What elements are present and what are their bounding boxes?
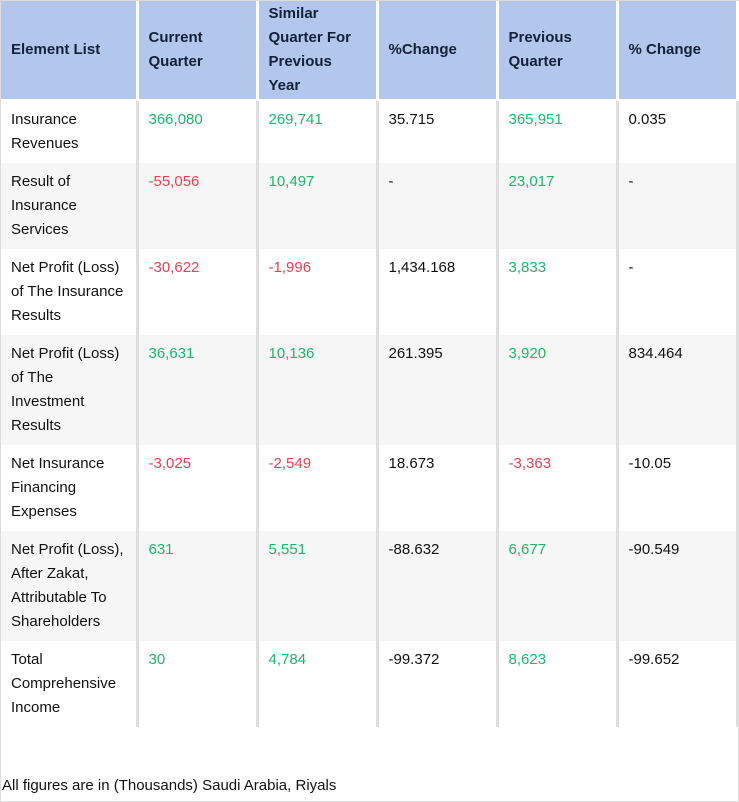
current-quarter-cell: 631 bbox=[135, 531, 259, 641]
current-quarter-cell: 36,631 bbox=[135, 335, 259, 445]
change-cell: -88.632 bbox=[375, 531, 499, 641]
change-cell: 261.395 bbox=[375, 335, 499, 445]
previous-quarter-cell: 3,920 bbox=[495, 335, 619, 445]
row-label: Result of Insurance Services bbox=[1, 163, 139, 249]
change-cell: 35.715 bbox=[375, 100, 499, 163]
header-similar-quarter: Similar Quarter For Previous Year bbox=[255, 1, 379, 101]
table-row: Net Profit (Loss) of The Insurance Resul… bbox=[1, 249, 739, 335]
header-row: Element List Current Quarter Similar Qua… bbox=[1, 1, 739, 101]
previous-quarter-cell: 3,833 bbox=[495, 249, 619, 335]
previous-quarter-cell: 6,677 bbox=[495, 531, 619, 641]
previous-quarter-cell: 365,951 bbox=[495, 100, 619, 163]
header-current-quarter: Current Quarter bbox=[135, 1, 259, 101]
header-change: %Change bbox=[375, 1, 499, 101]
change-2-cell: -90.549 bbox=[615, 531, 739, 641]
current-quarter-cell: -30,622 bbox=[135, 249, 259, 335]
change-2-cell: - bbox=[615, 249, 739, 335]
table-row: Insurance Revenues 366,080 269,741 35.715 36… bbox=[1, 100, 739, 163]
table-row: Net Profit (Loss) of The Investment Resu… bbox=[1, 335, 739, 445]
change-2-cell: 0.035 bbox=[615, 100, 739, 163]
previous-quarter-cell: 8,623 bbox=[495, 641, 619, 727]
change-2-cell: - bbox=[615, 163, 739, 249]
similar-quarter-cell: -2,549 bbox=[255, 445, 379, 531]
change-cell: 18.673 bbox=[375, 445, 499, 531]
current-quarter-cell: 366,080 bbox=[135, 100, 259, 163]
current-quarter-cell: -3,025 bbox=[135, 445, 259, 531]
table-row: Result of Insurance Services -55,056 10,49… bbox=[1, 163, 739, 249]
similar-quarter-cell: 269,741 bbox=[255, 100, 379, 163]
similar-quarter-cell: 5,551 bbox=[255, 531, 379, 641]
current-quarter-cell: 30 bbox=[135, 641, 259, 727]
similar-quarter-cell: 4,784 bbox=[255, 641, 379, 727]
table-row: Total Comprehensive Income 30 4,784 -99.372… bbox=[1, 641, 739, 727]
change-cell: -99.372 bbox=[375, 641, 499, 727]
similar-quarter-cell: -1,996 bbox=[255, 249, 379, 335]
header-previous-quarter: Previous Quarter bbox=[495, 1, 619, 101]
current-quarter-cell: -55,056 bbox=[135, 163, 259, 249]
row-label: Total Comprehensive Income bbox=[1, 641, 139, 727]
previous-quarter-cell: 23,017 bbox=[495, 163, 619, 249]
change-cell: - bbox=[375, 163, 499, 249]
change-2-cell: 834.464 bbox=[615, 335, 739, 445]
footnote: All figures are in (Thousands) Saudi Ara… bbox=[2, 777, 337, 794]
header-change-2: % Change bbox=[615, 1, 739, 101]
table-row: Net Profit (Loss), After Zakat, Attribut… bbox=[1, 531, 739, 641]
previous-quarter-cell: -3,363 bbox=[495, 445, 619, 531]
row-label: Net Profit (Loss), After Zakat, Attribut… bbox=[1, 531, 139, 641]
change-2-cell: -10.05 bbox=[615, 445, 739, 531]
similar-quarter-cell: 10,136 bbox=[255, 335, 379, 445]
header-element-list: Element List bbox=[1, 1, 139, 101]
row-label: Net Insurance Financing Expenses bbox=[1, 445, 139, 531]
change-cell: 1,434.168 bbox=[375, 249, 499, 335]
row-label: Net Profit (Loss) of The Investment Resu… bbox=[1, 335, 139, 445]
row-label: Net Profit (Loss) of The Insurance Resul… bbox=[1, 249, 139, 335]
financial-results-table: Element List Current Quarter Similar Qua… bbox=[1, 1, 739, 727]
table-row: Net Insurance Financing Expenses -3,025 -2… bbox=[1, 445, 739, 531]
row-label: Insurance Revenues bbox=[1, 100, 139, 163]
change-2-cell: -99.652 bbox=[615, 641, 739, 727]
similar-quarter-cell: 10,497 bbox=[255, 163, 379, 249]
